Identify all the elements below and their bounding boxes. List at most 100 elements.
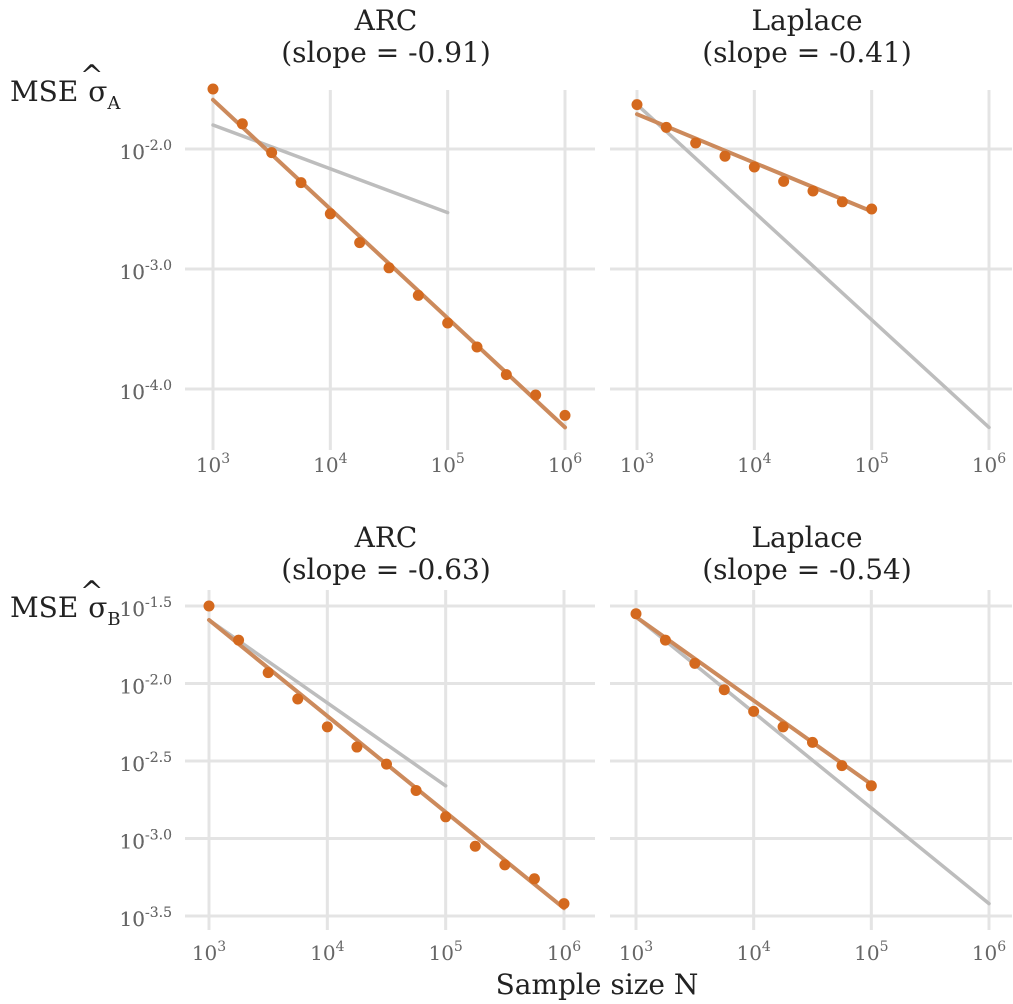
data-point: [778, 175, 790, 187]
data-point: [321, 721, 333, 733]
data-point: [660, 121, 672, 133]
data-point: [748, 161, 760, 173]
reference-line: [211, 123, 450, 215]
hat-accent: ^: [80, 59, 103, 92]
y-tick-label: 10-2.5: [120, 750, 172, 776]
x-tick-label: 106: [547, 939, 581, 965]
data-point: [233, 634, 245, 646]
data-point: [807, 736, 818, 748]
data-point: [690, 137, 702, 149]
data-point: [236, 118, 248, 130]
reference-line: [207, 618, 448, 788]
y-tick-label: 10-3.5: [120, 905, 172, 931]
y-tick-label: 10-3.0: [120, 828, 172, 854]
x-tick-label: 103: [192, 939, 226, 965]
chart-panel: Laplace(slope = -0.41) 10-2.0 10-3.0 10-4.0…: [120, 4, 1012, 477]
data-point: [266, 147, 278, 159]
y-tick-label: 10-3.0: [120, 828, 172, 854]
x-tick-label: 103: [619, 939, 653, 965]
panel-subtitle: (slope = -0.54): [702, 553, 912, 586]
panel-subtitle: (slope = -0.63): [281, 553, 491, 586]
x-tick-label: 105: [430, 451, 464, 477]
data-point: [262, 667, 274, 679]
y-tick-label: 10-4.0: [120, 378, 172, 404]
data-point: [689, 657, 701, 669]
data-point: [558, 898, 570, 910]
row-label: MSE σA^: [10, 59, 121, 114]
x-tick-label: 106: [972, 939, 1006, 965]
data-point: [499, 859, 511, 871]
row-label-text: MSE σB: [10, 591, 121, 630]
data-point: [442, 317, 454, 329]
data-point: [866, 203, 878, 215]
y-tick-label: 10-2.0: [120, 673, 172, 699]
x-tick-label: 104: [310, 939, 344, 965]
data-point: [559, 409, 571, 421]
data-point: [440, 811, 452, 823]
x-tick-label: 105: [854, 939, 888, 965]
y-tick-label: 10-3.0: [120, 258, 172, 284]
y-tick-label: 10-2.5: [120, 750, 172, 776]
fit-line: [634, 614, 874, 787]
x-tick-label: 105: [854, 451, 888, 477]
x-tick-label: 104: [737, 451, 771, 477]
data-point: [659, 634, 671, 646]
data-point: [471, 341, 483, 353]
chart-panel: ARC(slope = -0.91) 10-2.0 10-3.0 10-4.0 103 1…: [120, 4, 595, 477]
chart-panel: Laplace(slope = -0.54) 10-1.5 10-2.0 10-2.5…: [120, 521, 1012, 965]
data-point: [500, 369, 512, 381]
row-label: MSE σB^: [10, 575, 121, 630]
panel-subtitle: (slope = -0.41): [702, 36, 912, 69]
y-tick-label: 10-1.5: [120, 595, 172, 621]
data-point: [292, 693, 304, 705]
data-point: [324, 208, 336, 220]
y-tick-label: 10-2.0: [120, 138, 172, 164]
hat-accent: ^: [80, 575, 103, 608]
x-tick-label: 106: [972, 451, 1006, 477]
y-tick-label: 10-3.5: [120, 905, 172, 931]
data-point: [528, 873, 540, 885]
data-point: [469, 840, 481, 852]
y-tick-label: 10-2.0: [120, 138, 172, 164]
data-point: [354, 237, 366, 249]
data-point: [807, 185, 819, 197]
data-point: [836, 760, 848, 772]
reference-line: [635, 102, 991, 430]
x-tick-label: 105: [428, 939, 462, 965]
data-point: [203, 600, 215, 612]
panel-title: ARC: [354, 4, 418, 37]
chart-panel: ARC(slope = -0.63) 10-1.5 10-2.0 10-2.5 10-3…: [120, 521, 595, 965]
x-tick-label: 104: [736, 939, 770, 965]
y-tick-label: 10-2.0: [120, 673, 172, 699]
data-point: [630, 608, 642, 620]
data-point: [207, 83, 219, 95]
data-point: [718, 684, 730, 696]
data-point: [530, 389, 542, 401]
data-point: [351, 741, 363, 753]
data-point: [748, 705, 760, 717]
data-point: [865, 780, 877, 792]
data-point: [412, 289, 424, 301]
data-point: [295, 177, 307, 189]
data-point: [777, 721, 789, 733]
data-point: [381, 758, 392, 770]
panel-subtitle: (slope = -0.91): [281, 36, 491, 69]
data-point: [631, 99, 643, 111]
x-tick-label: 104: [313, 451, 347, 477]
x-tick-label: 106: [548, 451, 582, 477]
panel-title: Laplace: [751, 4, 862, 37]
y-tick-label: 10-1.5: [120, 595, 172, 621]
panel-title: Laplace: [751, 521, 862, 554]
data-point: [410, 784, 422, 796]
data-point: [836, 196, 848, 208]
x-tick-label: 103: [196, 451, 230, 477]
data-point: [383, 262, 395, 274]
x-axis-label: Sample size N: [496, 968, 699, 1001]
x-tick-label: 103: [620, 451, 654, 477]
y-tick-label: 10-4.0: [120, 378, 172, 404]
y-tick-label: 10-3.0: [120, 258, 172, 284]
data-point: [719, 150, 731, 162]
panel-title: ARC: [354, 521, 418, 554]
row-label-text: MSE σA: [10, 75, 121, 114]
